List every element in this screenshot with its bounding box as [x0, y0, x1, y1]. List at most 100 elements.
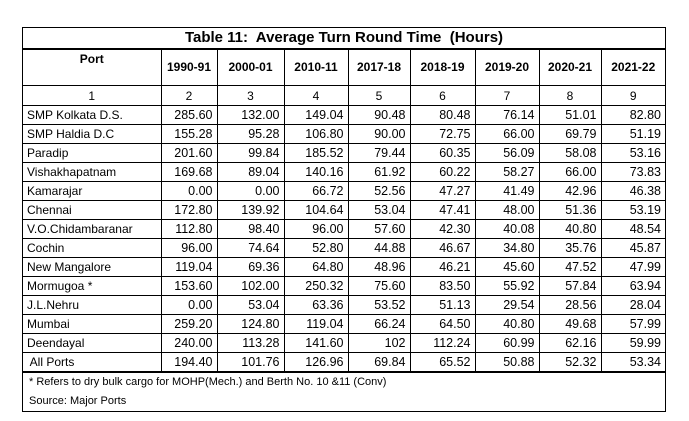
value-cell: 57.84 [538, 276, 602, 296]
value-cell: 0.00 [160, 295, 218, 315]
value-cell: 69.36 [216, 257, 285, 277]
value-cell: 285.60 [160, 105, 218, 125]
column-number: 9 [600, 85, 665, 106]
value-cell: 69.79 [538, 124, 602, 144]
value-cell: 45.87 [600, 238, 665, 258]
value-cell: 90.48 [347, 105, 411, 125]
value-cell: 46.38 [600, 181, 665, 201]
value-cell: 149.04 [283, 105, 349, 125]
value-cell: 53.52 [347, 295, 411, 315]
value-cell: 57.60 [347, 219, 411, 239]
value-cell: 119.04 [160, 257, 218, 277]
value-cell: 69.84 [347, 352, 411, 372]
value-cell: 99.84 [216, 143, 285, 163]
column-number: 2 [160, 85, 218, 106]
value-cell: 140.16 [283, 162, 349, 182]
value-cell: 102 [347, 333, 411, 353]
value-cell: 76.14 [474, 105, 540, 125]
value-cell: 66.72 [283, 181, 349, 201]
table-row: SMP Kolkata D.S. 285.60 132.00 149.04 90.48 8… [23, 105, 665, 125]
value-cell: 66.00 [538, 162, 602, 182]
value-cell: 0.00 [216, 181, 285, 201]
value-cell: 201.60 [160, 143, 218, 163]
port-name-cell: New Mangalore [23, 257, 162, 277]
port-name-cell: Paradip [23, 143, 162, 163]
value-cell: 63.36 [283, 295, 349, 315]
value-cell: 46.21 [409, 257, 476, 277]
turn-round-time-table: Port 1990-91 2000-01 2010-11 2017-18 2018-19 2… [23, 49, 665, 372]
table-row: Kamarajar 0.00 0.00 66.72 52.56 47.27 41.49 42.… [23, 181, 665, 201]
header-year: 2020-21 [538, 49, 602, 86]
port-name-cell: J.L.Nehru [23, 295, 162, 315]
port-name-cell: Kamarajar [23, 181, 162, 201]
value-cell: 124.80 [216, 314, 285, 334]
value-cell: 74.64 [216, 238, 285, 258]
port-name-cell: Cochin [23, 238, 162, 258]
value-cell: 112.24 [409, 333, 476, 353]
table-row: Chennai 172.80 139.92 104.64 53.04 47.41 48.00… [23, 200, 665, 220]
value-cell: 89.04 [216, 162, 285, 182]
value-cell: 52.32 [538, 352, 602, 372]
value-cell: 49.68 [538, 314, 602, 334]
value-cell: 169.68 [160, 162, 218, 182]
value-cell: 57.99 [600, 314, 665, 334]
value-cell: 46.67 [409, 238, 476, 258]
value-cell: 82.80 [600, 105, 665, 125]
column-number: 4 [283, 85, 349, 106]
value-cell: 112.80 [160, 219, 218, 239]
value-cell: 34.80 [474, 238, 540, 258]
value-cell: 66.00 [474, 124, 540, 144]
value-cell: 194.40 [160, 352, 218, 372]
value-cell: 51.36 [538, 200, 602, 220]
value-cell: 51.01 [538, 105, 602, 125]
value-cell: 259.20 [160, 314, 218, 334]
value-cell: 53.04 [347, 200, 411, 220]
value-cell: 60.22 [409, 162, 476, 182]
table-title: Table 11: Average Turn Round Time (Hours… [23, 28, 665, 49]
header-port: Port [23, 49, 162, 86]
port-name-cell: Mormugoa * [23, 276, 162, 296]
table-body: SMP Kolkata D.S. 285.60 132.00 149.04 90.48 8… [23, 105, 665, 372]
value-cell: 96.00 [283, 219, 349, 239]
value-cell: 58.27 [474, 162, 540, 182]
value-cell: 98.40 [216, 219, 285, 239]
value-cell: 113.28 [216, 333, 285, 353]
table-row: SMP Haldia D.C 155.28 95.28 106.80 90.00 72.7… [23, 124, 665, 144]
table-row: Paradip 201.60 99.84 185.52 79.44 60.35 56.09 5… [23, 143, 665, 163]
header-row: Port 1990-91 2000-01 2010-11 2017-18 2018-19 2… [23, 49, 665, 86]
value-cell: 44.88 [347, 238, 411, 258]
value-cell: 52.56 [347, 181, 411, 201]
value-cell: 51.13 [409, 295, 476, 315]
value-cell: 106.80 [283, 124, 349, 144]
value-cell: 53.34 [600, 352, 665, 372]
value-cell: 60.99 [474, 333, 540, 353]
value-cell: 42.96 [538, 181, 602, 201]
value-cell: 153.60 [160, 276, 218, 296]
column-number: 6 [409, 85, 476, 106]
value-cell: 62.16 [538, 333, 602, 353]
value-cell: 55.92 [474, 276, 540, 296]
value-cell: 119.04 [283, 314, 349, 334]
header-year: 2021-22 [600, 49, 665, 86]
value-cell: 29.54 [474, 295, 540, 315]
value-cell: 48.54 [600, 219, 665, 239]
value-cell: 73.83 [600, 162, 665, 182]
value-cell: 141.60 [283, 333, 349, 353]
value-cell: 240.00 [160, 333, 218, 353]
port-name-cell: SMP Haldia D.C [23, 124, 162, 144]
value-cell: 53.16 [600, 143, 665, 163]
value-cell: 80.48 [409, 105, 476, 125]
port-name-cell: All Ports [23, 352, 162, 372]
value-cell: 40.08 [474, 219, 540, 239]
value-cell: 60.35 [409, 143, 476, 163]
table-row: Vishakhapatnam 169.68 89.04 140.16 61.92 60.2… [23, 162, 665, 182]
value-cell: 53.19 [600, 200, 665, 220]
value-cell: 41.49 [474, 181, 540, 201]
table-row: V.O.Chidambaranar 112.80 98.40 96.00 57.60 42… [23, 219, 665, 239]
header-year: 1990-91 [160, 49, 218, 86]
port-name-cell: Vishakhapatnam [23, 162, 162, 182]
table-row: J.L.Nehru 0.00 53.04 63.36 53.52 51.13 29.54 28… [23, 295, 665, 315]
column-number: 1 [23, 85, 162, 106]
value-cell: 95.28 [216, 124, 285, 144]
table-row: Deendayal 240.00 113.28 141.60 102 112.24 60.9… [23, 333, 665, 353]
